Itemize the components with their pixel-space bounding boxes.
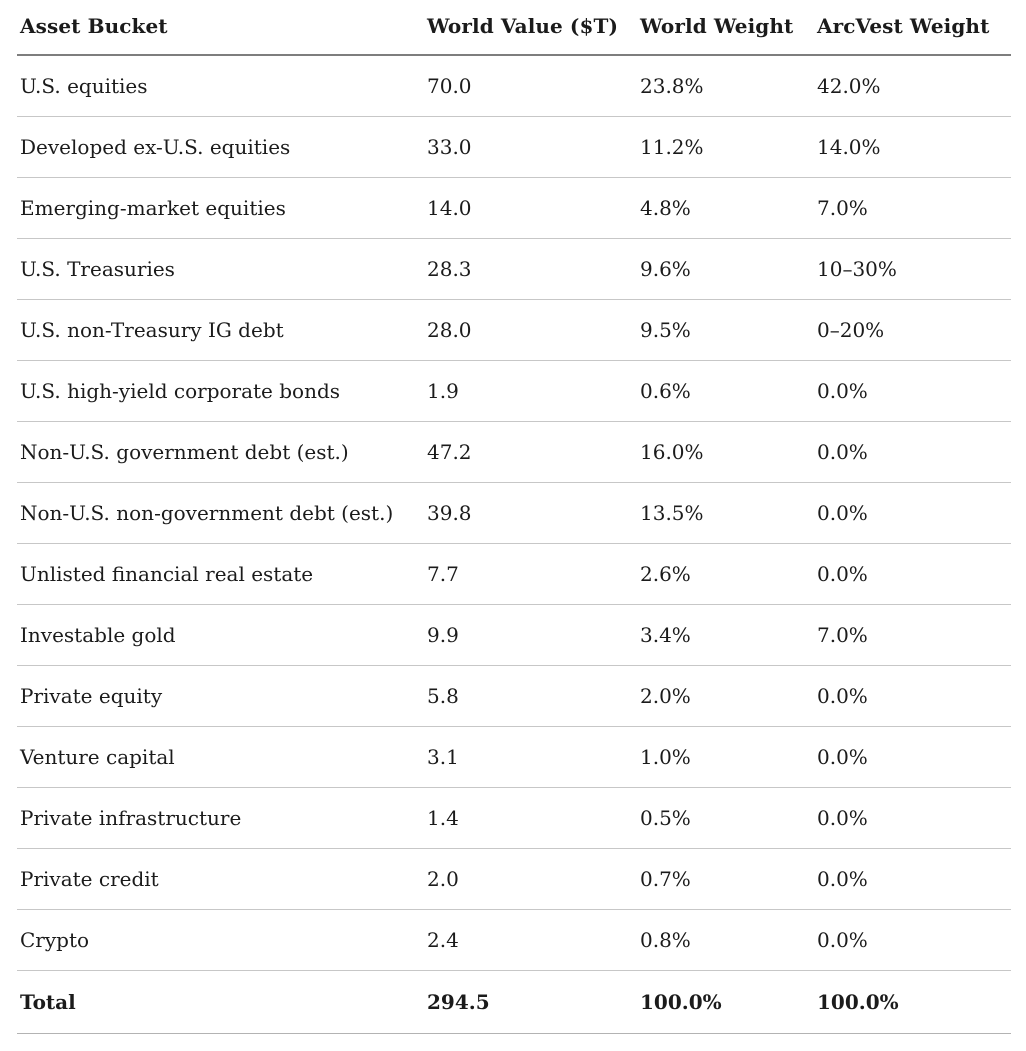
asset-cell: Unlisted financial real estate bbox=[17, 543, 427, 605]
table-row: Private infrastructure 1.4 0.5% 0.0% bbox=[17, 787, 1011, 849]
arcvest-weight-cell: 0.0% bbox=[817, 360, 1011, 422]
asset-cell: Private infrastructure bbox=[17, 787, 427, 849]
world-value-cell: 2.4 bbox=[427, 909, 640, 971]
asset-cell: Venture capital bbox=[17, 726, 427, 788]
table-row: Emerging-market equities 14.0 4.8% 7.0% bbox=[17, 177, 1011, 239]
arcvest-weight-cell: 0.0% bbox=[817, 421, 1011, 483]
arcvest-weight-cell: 0–20% bbox=[817, 299, 1011, 361]
table-row: Crypto 2.4 0.8% 0.0% bbox=[17, 909, 1011, 971]
table-row: U.S. Treasuries 28.3 9.6% 10–30% bbox=[17, 238, 1011, 300]
table-header-row: Asset Bucket World Value ($T) World Weig… bbox=[17, 0, 1011, 56]
asset-cell: Crypto bbox=[17, 909, 427, 971]
asset-allocation-table-wrap: Asset Bucket World Value ($T) World Weig… bbox=[17, 0, 1011, 1034]
arcvest-weight-cell: 0.0% bbox=[817, 909, 1011, 971]
asset-cell: U.S. equities bbox=[17, 55, 427, 117]
asset-cell: Non-U.S. non-government debt (est.) bbox=[17, 482, 427, 544]
world-value-cell: 9.9 bbox=[427, 604, 640, 666]
arcvest-weight-cell: 7.0% bbox=[817, 604, 1011, 666]
table-row: Non-U.S. non-government debt (est.) 39.8 1… bbox=[17, 482, 1011, 544]
world-weight-cell: 0.5% bbox=[640, 787, 817, 849]
world-weight-cell: 3.4% bbox=[640, 604, 817, 666]
world-weight-cell: 2.6% bbox=[640, 543, 817, 605]
world-value-cell: 47.2 bbox=[427, 421, 640, 483]
table-total-row: Total 294.5 100.0% 100.0% bbox=[17, 970, 1011, 1034]
arcvest-weight-cell: 42.0% bbox=[817, 55, 1011, 117]
world-weight-cell: 16.0% bbox=[640, 421, 817, 483]
world-weight-cell: 9.6% bbox=[640, 238, 817, 300]
table-row: Private credit 2.0 0.7% 0.0% bbox=[17, 848, 1011, 910]
world-value-cell: 28.3 bbox=[427, 238, 640, 300]
table-row: U.S. high-yield corporate bonds 1.9 0.6% 0.… bbox=[17, 360, 1011, 422]
world-value-cell: 1.4 bbox=[427, 787, 640, 849]
arcvest-weight-cell: 10–30% bbox=[817, 238, 1011, 300]
world-value-cell: 33.0 bbox=[427, 116, 640, 178]
world-weight-cell: 0.8% bbox=[640, 909, 817, 971]
arcvest-weight-cell: 0.0% bbox=[817, 726, 1011, 788]
world-value-cell: 7.7 bbox=[427, 543, 640, 605]
column-header-asset-bucket: Asset Bucket bbox=[17, 0, 427, 56]
arcvest-weight-cell: 14.0% bbox=[817, 116, 1011, 178]
arcvest-weight-cell: 0.0% bbox=[817, 665, 1011, 727]
asset-cell: Non-U.S. government debt (est.) bbox=[17, 421, 427, 483]
arcvest-weight-cell: 0.0% bbox=[817, 482, 1011, 544]
total-arcvest-weight-cell: 100.0% bbox=[817, 970, 1011, 1034]
table-row: Unlisted financial real estate 7.7 2.6% 0.0… bbox=[17, 543, 1011, 605]
table-row: Investable gold 9.9 3.4% 7.0% bbox=[17, 604, 1011, 666]
total-world-weight-cell: 100.0% bbox=[640, 970, 817, 1034]
table-row: Developed ex-U.S. equities 33.0 11.2% 14.0% bbox=[17, 116, 1011, 178]
column-header-arcvest-weight: ArcVest Weight bbox=[817, 0, 1011, 56]
asset-allocation-table: Asset Bucket World Value ($T) World Weig… bbox=[17, 0, 1011, 1034]
world-weight-cell: 23.8% bbox=[640, 55, 817, 117]
asset-cell: Emerging-market equities bbox=[17, 177, 427, 239]
world-value-cell: 39.8 bbox=[427, 482, 640, 544]
column-header-world-value: World Value ($T) bbox=[427, 0, 640, 56]
world-weight-cell: 2.0% bbox=[640, 665, 817, 727]
world-value-cell: 3.1 bbox=[427, 726, 640, 788]
table-row: U.S. equities 70.0 23.8% 42.0% bbox=[17, 55, 1011, 117]
table-row: Private equity 5.8 2.0% 0.0% bbox=[17, 665, 1011, 727]
world-weight-cell: 13.5% bbox=[640, 482, 817, 544]
world-value-cell: 2.0 bbox=[427, 848, 640, 910]
asset-cell: Investable gold bbox=[17, 604, 427, 666]
world-weight-cell: 11.2% bbox=[640, 116, 817, 178]
table-body: U.S. equities 70.0 23.8% 42.0% Developed ex-… bbox=[17, 55, 1011, 971]
world-weight-cell: 0.7% bbox=[640, 848, 817, 910]
total-label-cell: Total bbox=[17, 970, 427, 1034]
world-value-cell: 1.9 bbox=[427, 360, 640, 422]
asset-cell: Private equity bbox=[17, 665, 427, 727]
arcvest-weight-cell: 7.0% bbox=[817, 177, 1011, 239]
world-value-cell: 28.0 bbox=[427, 299, 640, 361]
table-row: U.S. non-Treasury IG debt 28.0 9.5% 0–20% bbox=[17, 299, 1011, 361]
world-value-cell: 5.8 bbox=[427, 665, 640, 727]
world-weight-cell: 4.8% bbox=[640, 177, 817, 239]
column-header-world-weight: World Weight bbox=[640, 0, 817, 56]
asset-cell: U.S. non-Treasury IG debt bbox=[17, 299, 427, 361]
arcvest-weight-cell: 0.0% bbox=[817, 543, 1011, 605]
asset-cell: U.S. high-yield corporate bonds bbox=[17, 360, 427, 422]
table-row: Non-U.S. government debt (est.) 47.2 16.0%… bbox=[17, 421, 1011, 483]
asset-cell: Private credit bbox=[17, 848, 427, 910]
total-world-value-cell: 294.5 bbox=[427, 970, 640, 1034]
world-value-cell: 14.0 bbox=[427, 177, 640, 239]
asset-cell: U.S. Treasuries bbox=[17, 238, 427, 300]
arcvest-weight-cell: 0.0% bbox=[817, 848, 1011, 910]
world-weight-cell: 0.6% bbox=[640, 360, 817, 422]
asset-cell: Developed ex-U.S. equities bbox=[17, 116, 427, 178]
world-value-cell: 70.0 bbox=[427, 55, 640, 117]
table-row: Venture capital 3.1 1.0% 0.0% bbox=[17, 726, 1011, 788]
world-weight-cell: 9.5% bbox=[640, 299, 817, 361]
world-weight-cell: 1.0% bbox=[640, 726, 817, 788]
arcvest-weight-cell: 0.0% bbox=[817, 787, 1011, 849]
